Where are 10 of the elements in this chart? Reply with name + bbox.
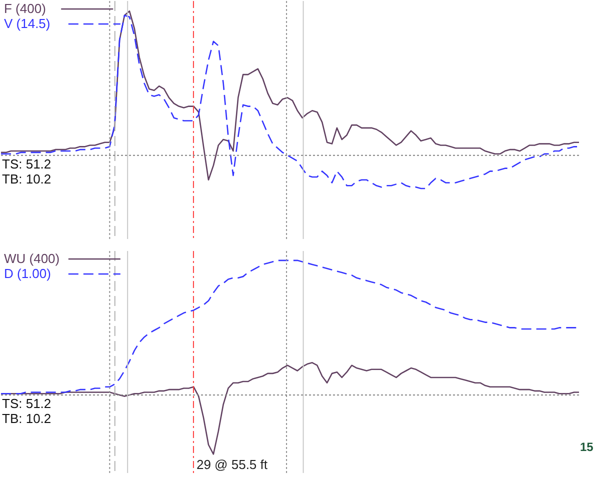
legend-label: F (400): [4, 1, 46, 16]
legend-label: WU (400): [4, 251, 60, 266]
annotation: TS: 51.2: [2, 396, 52, 411]
text: 29 @ 55.5 ft: [196, 457, 268, 472]
legend-label: D (1.00): [4, 266, 51, 281]
annotation: TS: 51.2: [2, 156, 52, 172]
annotation: TB: 10.2: [2, 171, 52, 186]
text: 15: [580, 440, 594, 454]
annotation: TB: 10.2: [2, 410, 52, 426]
legend-label: V (14.5): [4, 16, 50, 31]
